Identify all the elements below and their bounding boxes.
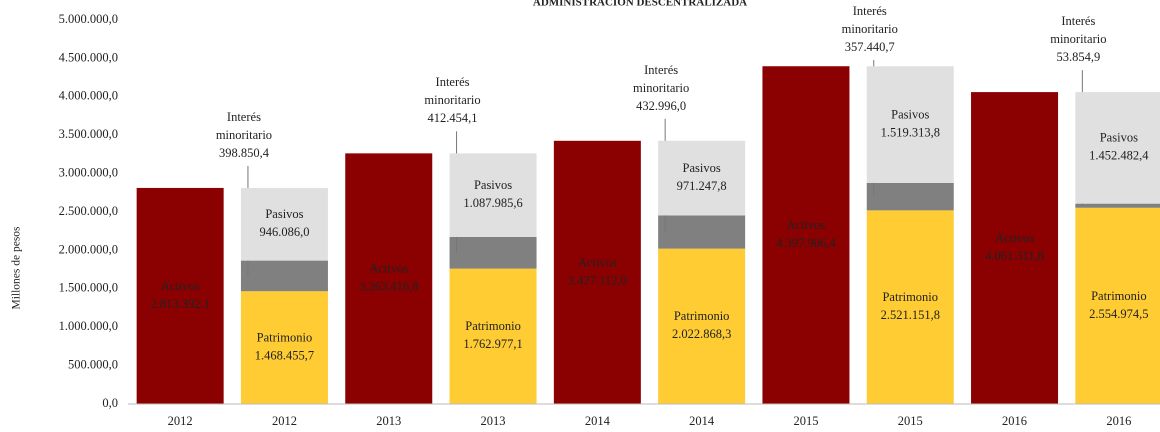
value-label: 1.519.313,8 <box>881 125 940 139</box>
x-tick-label: 2015 <box>898 414 923 428</box>
bar-segment <box>1075 203 1160 208</box>
value-label: 1.087.985,6 <box>463 196 522 210</box>
annotation: Interés minoritario 412.454,1 <box>424 75 481 126</box>
series-name: Interés minoritario <box>424 75 481 108</box>
series-name: Activos <box>161 279 200 293</box>
value-label: 946.086,0 <box>259 225 309 239</box>
x-tick-label: 2012 <box>168 414 193 428</box>
series-name: Activos <box>369 262 408 276</box>
series-name: Pasivos <box>474 178 512 192</box>
value-label: 3.263.416,8 <box>359 280 418 294</box>
y-tick-label: 0,0 <box>102 396 118 410</box>
bar-segment <box>866 210 954 404</box>
value-label: 1.452.482,4 <box>1089 149 1149 163</box>
series-name: Patrimonio <box>674 309 730 323</box>
bar-segment <box>345 153 433 404</box>
series-name: Pasivos <box>683 161 721 175</box>
y-tick-label: 500.000,0 <box>68 357 118 371</box>
bar-segment <box>240 291 328 404</box>
value-label: 398.850,4 <box>218 145 269 160</box>
x-tick-label: 2014 <box>585 414 611 428</box>
x-tick-label: 2014 <box>689 414 715 428</box>
bar-segment <box>866 66 954 183</box>
value-label: 2.022.868,3 <box>672 327 731 341</box>
x-tick-label: 2016 <box>1002 414 1027 428</box>
bar-segment <box>1075 92 1160 204</box>
y-tick-label: 4.000.000,0 <box>59 89 118 103</box>
value-label: 2.554.974,5 <box>1089 307 1148 321</box>
bar-segment <box>658 248 746 404</box>
value-label: 4.061.311,8 <box>985 249 1044 263</box>
series-name: Patrimonio <box>882 290 938 304</box>
bar-segment <box>553 140 641 405</box>
series-name: Activos <box>995 231 1034 245</box>
bar-segment <box>449 153 537 237</box>
bar-segment <box>866 182 954 211</box>
value-label: 357.440,7 <box>844 40 895 54</box>
y-axis-label: Millones de pesos <box>11 226 23 310</box>
value-label: 971.247,8 <box>677 179 727 193</box>
x-tick-label: 2013 <box>376 414 401 428</box>
series-name: Interés minoritario <box>1050 14 1107 47</box>
series-name: Patrimonio <box>257 330 313 344</box>
y-tick-label: 1.000.000,0 <box>59 319 118 333</box>
value-label: 2.813.392,1 <box>150 297 209 311</box>
bar-segment <box>449 268 537 404</box>
bar-segment <box>240 187 328 261</box>
value-label: 1.762.977,1 <box>463 337 522 351</box>
value-label: 3.427.112,0 <box>568 273 627 287</box>
bar-segment <box>658 215 746 249</box>
series-name: Activos <box>578 255 617 269</box>
series-name: Patrimonio <box>465 319 521 333</box>
series-name: Interés minoritario <box>841 4 898 36</box>
y-tick-label: 3.000.000,0 <box>59 165 118 179</box>
bar-segment <box>240 260 328 292</box>
series-name: Pasivos <box>265 207 303 221</box>
bar-segment <box>449 236 537 269</box>
y-tick-label: 2.000.000,0 <box>59 242 118 256</box>
value-label: 412.454,1 <box>427 111 478 126</box>
annotation: Interés minoritario 432.996,0 <box>633 62 690 113</box>
value-label: 53.854,9 <box>1056 50 1101 65</box>
bar-segment <box>762 66 850 405</box>
series-name: Patrimonio <box>1091 289 1147 303</box>
value-label: 432.996,0 <box>636 98 687 113</box>
x-tick-label: 2013 <box>481 414 506 428</box>
y-tick-label: 4.500.000,0 <box>59 50 118 64</box>
y-tick-label: 5.000.000,0 <box>59 12 118 26</box>
y-tick-label: 3.500.000,0 <box>59 127 118 141</box>
series-name: Interés minoritario <box>633 62 690 95</box>
bar-segment <box>658 140 746 216</box>
series-name: Pasivos <box>1100 131 1138 145</box>
bar-segment <box>1075 207 1160 404</box>
bar-segment <box>971 92 1059 405</box>
series-name: Activos <box>787 218 826 232</box>
value-label: 4.397.906,4 <box>776 236 836 250</box>
y-tick-label: 1.500.000,0 <box>59 281 118 295</box>
x-tick-label: 2015 <box>793 414 818 428</box>
y-tick-label: 2.500.000,0 <box>59 204 118 218</box>
x-tick-label: 2016 <box>1106 414 1131 428</box>
chart-title: ADMINISTRACIÓN DESCENTRALIZADA <box>533 0 747 9</box>
annotation: Interés minoritario 53.854,9 <box>1050 14 1107 65</box>
x-tick-label: 2012 <box>272 414 297 428</box>
value-label: 1.468.455,7 <box>255 348 314 362</box>
series-name: Interés minoritario <box>215 109 273 142</box>
value-label: 2.521.151,8 <box>881 308 940 322</box>
annotation: Interés minoritario 398.850,4 <box>215 109 273 160</box>
bar-segment <box>136 187 224 404</box>
series-name: Pasivos <box>891 107 929 121</box>
annotation: Interés minoritario 357.440,7 <box>841 4 898 54</box>
